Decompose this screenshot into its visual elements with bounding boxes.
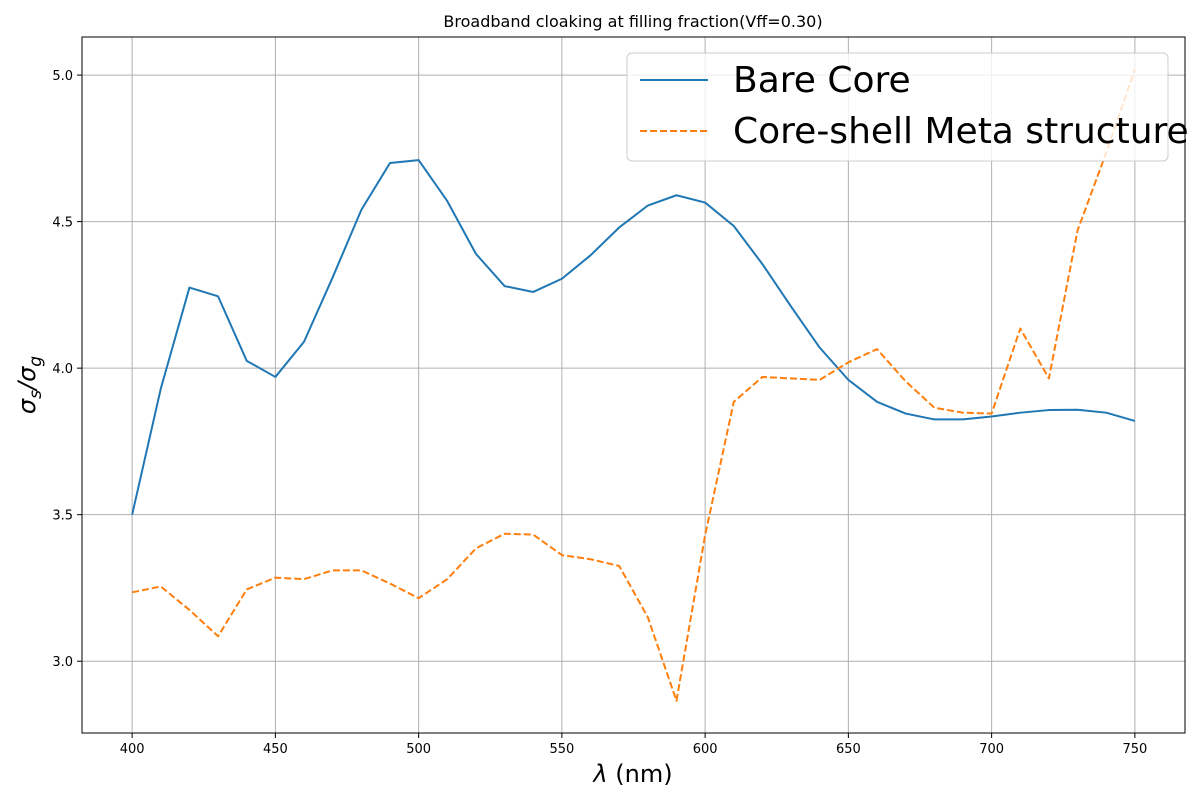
x-axis-label: λ (nm) bbox=[591, 760, 672, 788]
plot-frame bbox=[81, 36, 1186, 734]
x-tick-label: 550 bbox=[549, 742, 574, 757]
x-tick-label: 650 bbox=[836, 742, 861, 757]
series-group bbox=[131, 68, 1136, 702]
x-axis-label-symbol: λ bbox=[591, 760, 607, 788]
y-tick-label: 3.5 bbox=[52, 509, 73, 524]
x-tick-label: 600 bbox=[693, 742, 718, 757]
x-tick-label: 500 bbox=[406, 742, 431, 757]
legend-box bbox=[626, 52, 1169, 162]
legend: Bare Core Core-shell Meta structure bbox=[626, 52, 1189, 162]
y-tick-label: 5.0 bbox=[52, 69, 73, 84]
y-axis-label-sub1: s bbox=[26, 390, 46, 399]
y-axis-label: σs/σg bbox=[13, 356, 46, 414]
chart-title: Broadband cloaking at filling fraction(V… bbox=[443, 12, 822, 31]
x-tick-label: 700 bbox=[979, 742, 1004, 757]
y-tick-label: 3.0 bbox=[52, 655, 73, 670]
series-line-core-shell bbox=[131, 68, 1136, 702]
series-line-bare-core bbox=[131, 159, 1136, 515]
x-tick-label: 750 bbox=[1122, 742, 1147, 757]
y-tick-label: 4.5 bbox=[52, 216, 73, 231]
y-axis-label-sub2: g bbox=[26, 356, 46, 367]
y-axis-label-main: σ bbox=[13, 398, 41, 414]
legend-label-core-shell: Core-shell Meta structure bbox=[733, 111, 1189, 152]
x-axis-ticks: 400 450 500 550 600 650 700 750 bbox=[120, 733, 1147, 757]
y-axis-ticks: 3.0 3.5 4.0 4.5 5.0 bbox=[52, 69, 82, 670]
x-tick-label: 450 bbox=[263, 742, 288, 757]
legend-label-bare-core: Bare Core bbox=[733, 60, 911, 101]
y-tick-label: 4.0 bbox=[52, 362, 73, 377]
y-axis-label-sep: /σ bbox=[13, 366, 41, 392]
x-axis-label-unit: (nm) bbox=[608, 760, 673, 788]
x-tick-label: 400 bbox=[120, 742, 145, 757]
